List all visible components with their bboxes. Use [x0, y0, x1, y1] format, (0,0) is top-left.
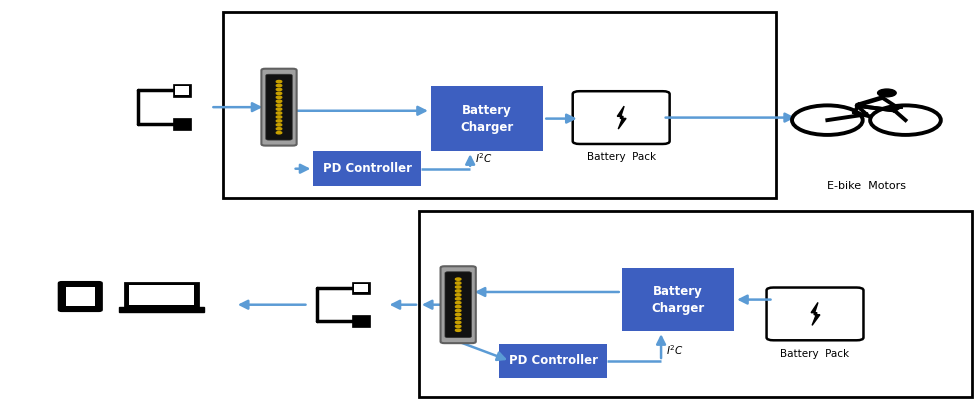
- Text: PD Controller: PD Controller: [509, 355, 597, 367]
- Text: Battery
Charger: Battery Charger: [650, 285, 704, 315]
- FancyBboxPatch shape: [499, 344, 606, 378]
- FancyBboxPatch shape: [351, 315, 370, 328]
- Circle shape: [276, 120, 282, 122]
- Circle shape: [876, 89, 895, 97]
- Circle shape: [455, 325, 461, 328]
- Circle shape: [455, 313, 461, 316]
- Circle shape: [455, 298, 461, 300]
- Text: Battery
Charger: Battery Charger: [460, 103, 513, 134]
- Polygon shape: [810, 303, 819, 326]
- Text: $I^2C$: $I^2C$: [474, 151, 493, 164]
- FancyBboxPatch shape: [419, 211, 971, 397]
- FancyBboxPatch shape: [172, 84, 191, 97]
- Circle shape: [455, 290, 461, 292]
- Circle shape: [276, 108, 282, 110]
- Circle shape: [455, 286, 461, 288]
- FancyBboxPatch shape: [430, 86, 543, 151]
- Polygon shape: [616, 106, 626, 129]
- Circle shape: [455, 301, 461, 304]
- Circle shape: [276, 104, 282, 106]
- FancyBboxPatch shape: [313, 151, 421, 186]
- Text: E-bike  Motors: E-bike Motors: [826, 181, 905, 191]
- FancyBboxPatch shape: [444, 272, 471, 338]
- FancyBboxPatch shape: [223, 12, 776, 198]
- Text: $I^2C$: $I^2C$: [665, 343, 684, 357]
- Circle shape: [455, 306, 461, 308]
- Circle shape: [455, 310, 461, 312]
- FancyBboxPatch shape: [351, 282, 370, 294]
- Circle shape: [455, 321, 461, 324]
- Circle shape: [276, 124, 282, 126]
- Circle shape: [455, 329, 461, 331]
- Circle shape: [276, 100, 282, 102]
- FancyBboxPatch shape: [572, 91, 669, 144]
- Circle shape: [276, 96, 282, 99]
- Circle shape: [276, 84, 282, 87]
- Circle shape: [276, 132, 282, 134]
- Circle shape: [455, 278, 461, 280]
- Circle shape: [455, 282, 461, 284]
- FancyBboxPatch shape: [119, 307, 203, 312]
- Circle shape: [276, 92, 282, 94]
- Circle shape: [276, 112, 282, 114]
- FancyBboxPatch shape: [766, 288, 863, 340]
- Circle shape: [455, 294, 461, 296]
- Circle shape: [276, 88, 282, 91]
- FancyBboxPatch shape: [175, 86, 189, 95]
- FancyBboxPatch shape: [440, 266, 475, 343]
- Text: PD Controller: PD Controller: [323, 162, 411, 175]
- FancyBboxPatch shape: [261, 69, 296, 146]
- Text: Battery  Pack: Battery Pack: [779, 349, 849, 359]
- FancyBboxPatch shape: [265, 74, 291, 140]
- FancyBboxPatch shape: [172, 118, 191, 130]
- Circle shape: [276, 128, 282, 130]
- FancyBboxPatch shape: [128, 285, 194, 305]
- Text: Battery  Pack: Battery Pack: [586, 153, 655, 162]
- FancyBboxPatch shape: [125, 283, 198, 307]
- FancyBboxPatch shape: [354, 284, 368, 292]
- Circle shape: [276, 81, 282, 83]
- FancyBboxPatch shape: [66, 287, 95, 306]
- Circle shape: [276, 116, 282, 118]
- FancyBboxPatch shape: [621, 268, 734, 331]
- FancyBboxPatch shape: [59, 282, 102, 311]
- Circle shape: [455, 317, 461, 319]
